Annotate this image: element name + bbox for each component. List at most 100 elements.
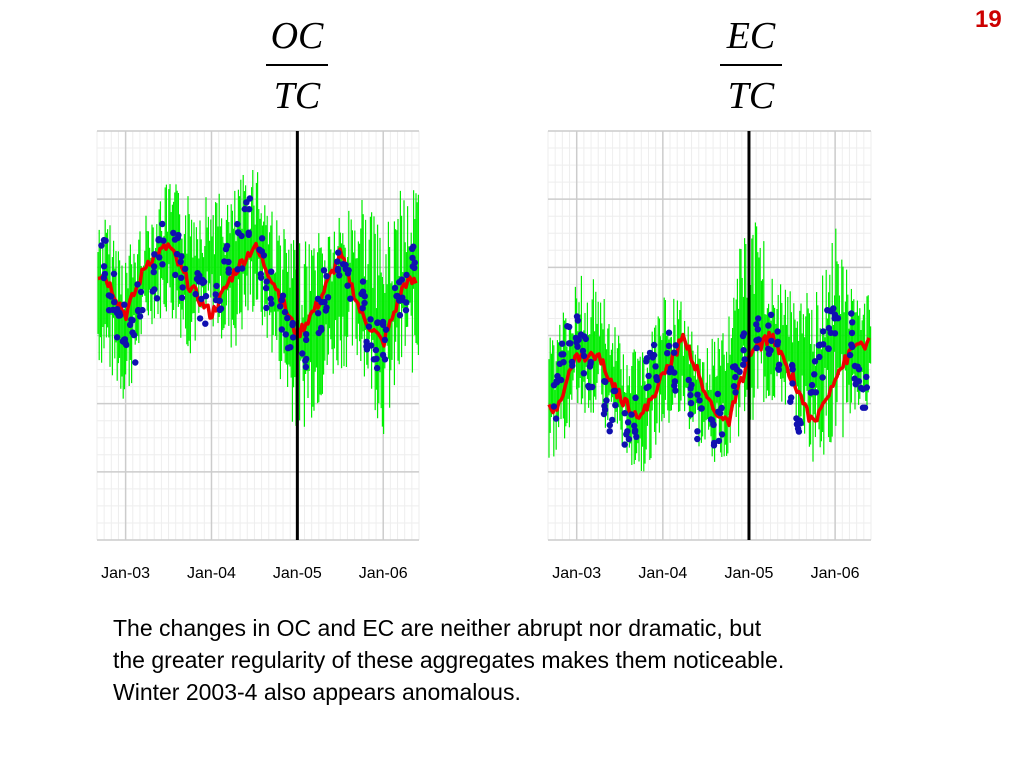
data-point	[696, 397, 703, 404]
data-point	[234, 220, 241, 228]
data-point	[694, 435, 701, 443]
data-point	[111, 299, 118, 306]
data-point	[716, 409, 724, 417]
data-point	[579, 347, 587, 355]
x-tick-label: Jan-05	[725, 565, 774, 582]
data-point	[714, 390, 721, 398]
data-point	[315, 310, 322, 317]
data-point	[238, 232, 245, 240]
data-point	[848, 310, 855, 317]
observation-points	[98, 195, 418, 372]
data-point	[645, 372, 652, 380]
data-point	[365, 323, 373, 330]
data-point	[789, 380, 796, 387]
data-point	[586, 363, 594, 370]
data-point	[196, 315, 204, 322]
data-point	[624, 419, 632, 426]
data-point	[268, 268, 275, 275]
data-point	[98, 242, 105, 249]
data-point	[795, 428, 803, 435]
data-point	[739, 332, 747, 340]
data-point	[621, 410, 628, 417]
data-point	[359, 305, 366, 312]
data-point	[289, 334, 297, 341]
data-point	[373, 355, 380, 362]
data-point	[664, 350, 671, 357]
data-point	[603, 397, 610, 404]
left-title-fraction-bar	[266, 64, 328, 66]
data-point	[552, 415, 560, 422]
data-point	[358, 290, 365, 298]
data-point	[861, 404, 869, 411]
data-point	[710, 439, 718, 447]
data-point	[334, 265, 342, 273]
data-point	[260, 252, 268, 259]
data-point	[199, 279, 206, 286]
data-point	[811, 371, 818, 378]
data-point	[323, 304, 330, 311]
data-point	[102, 237, 109, 244]
data-point	[707, 416, 715, 423]
data-point	[110, 270, 118, 277]
data-point	[122, 340, 129, 347]
data-point	[671, 369, 678, 376]
x-tick-label: Jan-06	[359, 565, 408, 582]
data-point	[625, 435, 633, 443]
data-point	[363, 338, 370, 345]
data-point	[754, 326, 762, 333]
data-point	[202, 292, 210, 300]
data-point	[268, 300, 275, 307]
data-point	[320, 267, 328, 274]
data-point	[732, 373, 739, 381]
data-point	[643, 355, 651, 362]
data-point	[736, 368, 743, 375]
data-point	[178, 274, 185, 281]
data-point	[753, 321, 760, 328]
data-point	[246, 195, 253, 202]
data-point	[606, 428, 613, 435]
data-point	[665, 342, 673, 350]
x-tick-label: Jan-05	[273, 565, 322, 582]
data-point	[345, 267, 352, 274]
x-tick-label: Jan-06	[811, 565, 860, 582]
data-point	[643, 384, 650, 392]
data-point	[808, 381, 816, 389]
data-point	[753, 344, 760, 352]
data-point	[105, 292, 113, 299]
data-point	[557, 376, 565, 384]
data-point	[652, 363, 659, 370]
data-point	[602, 378, 609, 386]
data-point	[774, 328, 781, 335]
data-point	[159, 261, 166, 268]
data-point	[116, 309, 123, 317]
data-point	[775, 366, 782, 373]
data-point	[398, 276, 406, 283]
data-point	[550, 382, 558, 389]
data-point	[857, 384, 865, 392]
data-point	[601, 406, 609, 413]
right-title-fraction-bar	[720, 64, 782, 66]
data-point	[409, 254, 416, 262]
data-point	[825, 345, 832, 352]
data-point	[287, 344, 294, 351]
data-point	[694, 391, 701, 398]
data-point	[396, 312, 404, 319]
data-point	[573, 313, 581, 320]
data-point	[580, 352, 588, 359]
data-point	[222, 245, 230, 253]
data-point	[671, 382, 678, 389]
data-point	[807, 389, 814, 396]
grid	[96, 130, 420, 541]
data-point	[303, 331, 310, 338]
data-point	[361, 299, 368, 307]
caption-line-2: the greater regularity of these aggregat…	[113, 647, 785, 673]
caption: The changes in OC and EC are neither abr…	[113, 612, 973, 708]
data-point	[580, 370, 588, 377]
data-point	[650, 341, 658, 349]
data-point	[610, 387, 618, 395]
x-tick-label: Jan-04	[638, 565, 687, 582]
data-point	[263, 304, 270, 312]
data-point	[765, 322, 772, 329]
data-point	[363, 346, 371, 353]
data-point	[831, 330, 839, 337]
